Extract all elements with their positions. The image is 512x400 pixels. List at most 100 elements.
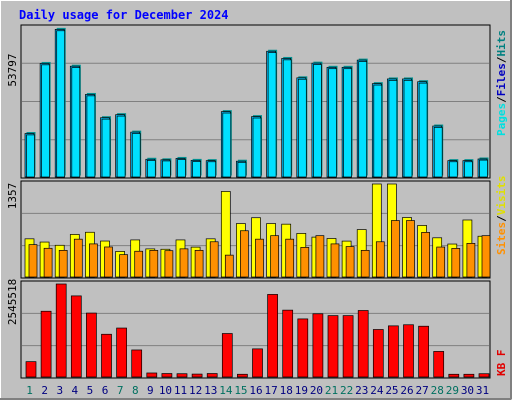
- day-label: 10: [159, 384, 172, 397]
- visits-bars: [24, 183, 491, 278]
- kbytes-bar: [252, 348, 263, 378]
- day-label: 15: [234, 384, 247, 397]
- sites-bar: [28, 244, 38, 278]
- day-label: 13: [204, 384, 217, 397]
- kbytes-bar: [433, 351, 445, 378]
- legend-kbf: KB F: [495, 350, 508, 377]
- kbytes-bar: [388, 325, 399, 378]
- kbytes-max-label: 2545518: [6, 279, 19, 325]
- day-label: 24: [370, 384, 384, 397]
- day-label: 7: [117, 384, 124, 397]
- files-bar: [448, 161, 458, 178]
- kbytes-bar: [297, 318, 309, 378]
- sites-bar: [345, 246, 355, 278]
- files-bar: [116, 115, 126, 178]
- files-bar: [71, 67, 81, 178]
- day-label: 26: [400, 384, 413, 397]
- day-label: 22: [340, 384, 353, 397]
- legend-sites: Sites: [495, 222, 508, 255]
- day-label: 14: [219, 384, 233, 397]
- sites-bar: [134, 250, 144, 278]
- files-bar: [41, 64, 50, 178]
- kbytes-bar: [342, 315, 354, 378]
- kbytes-bar: [221, 333, 233, 378]
- files-bar: [479, 159, 488, 178]
- sites-bar: [194, 249, 204, 278]
- kbytes-bar: [357, 310, 369, 378]
- legend-sep-2: /: [495, 56, 508, 63]
- files-bar: [222, 112, 232, 178]
- kbytes-bar: [327, 315, 339, 378]
- kbytes-bar: [146, 372, 158, 378]
- day-label: 4: [72, 384, 79, 397]
- sites-bar: [436, 246, 446, 278]
- day-label: 5: [87, 384, 94, 397]
- day-label: 6: [102, 384, 109, 397]
- day-label: 12: [189, 384, 202, 397]
- sites-bar: [89, 243, 98, 278]
- kbytes-bar: [312, 313, 324, 378]
- sites-bar: [73, 238, 83, 278]
- kbytes-bar: [40, 310, 52, 378]
- sites-bar: [466, 243, 476, 278]
- visits-max-label: 1357: [6, 183, 19, 210]
- kbytes-bar: [448, 373, 460, 378]
- sites-bar: [375, 241, 385, 278]
- hits-max-label: 53797: [6, 53, 19, 86]
- kbytes-bar: [101, 333, 112, 378]
- sites-bar: [164, 250, 174, 278]
- day-label: 30: [461, 384, 474, 397]
- day-label: 25: [385, 384, 398, 397]
- legend-pages: Pages: [495, 103, 508, 136]
- files-bar: [433, 127, 443, 178]
- files-bar: [343, 68, 352, 178]
- files-bar: [146, 160, 156, 178]
- legend-hits: Hits: [495, 30, 508, 57]
- kbytes-bar: [131, 349, 143, 378]
- sites-bar: [119, 254, 128, 278]
- files-bar: [131, 133, 141, 178]
- legend-files: Files: [495, 63, 508, 96]
- sites-bar: [209, 241, 219, 278]
- files-bar: [207, 161, 217, 178]
- files-bar: [282, 59, 292, 178]
- sites-bar: [240, 230, 249, 278]
- sites-bar: [451, 248, 461, 278]
- sites-bar: [421, 232, 430, 278]
- day-label: 9: [147, 384, 154, 397]
- kbytes-bar: [372, 329, 384, 378]
- files-bar: [418, 82, 428, 178]
- sites-bar: [270, 235, 279, 278]
- files-bar: [358, 61, 368, 178]
- sites-bar: [300, 247, 310, 278]
- legend-visits: Visits: [495, 176, 508, 216]
- day-label: 20: [310, 384, 323, 397]
- day-label: 3: [56, 384, 63, 397]
- sites-bar: [330, 243, 340, 278]
- files-bar: [177, 159, 186, 178]
- kbytes-bar: [463, 373, 475, 378]
- sites-bar: [285, 238, 295, 278]
- kbytes-bar: [478, 373, 490, 378]
- sites-bar: [58, 249, 68, 278]
- day-label: 19: [295, 384, 308, 397]
- sites-bar: [43, 247, 53, 278]
- day-label: 23: [355, 384, 368, 397]
- files-bar: [297, 78, 307, 178]
- kbytes-bar: [116, 327, 127, 378]
- day-label: 8: [132, 384, 139, 397]
- day-label: 16: [249, 384, 262, 397]
- hits-bars: [24, 27, 489, 178]
- legend-sep-3: /: [495, 215, 508, 222]
- files-bar: [464, 161, 473, 178]
- legend-visits-panel: Sites/Visits: [495, 176, 508, 256]
- day-label: 18: [280, 384, 293, 397]
- files-bar: [252, 117, 262, 178]
- files-bar: [101, 118, 111, 178]
- files-bar: [313, 64, 322, 178]
- legend-hits-panel: Pages/Files/Hits: [495, 30, 508, 136]
- files-bar: [267, 52, 277, 178]
- legend-sep-1: /: [495, 96, 508, 103]
